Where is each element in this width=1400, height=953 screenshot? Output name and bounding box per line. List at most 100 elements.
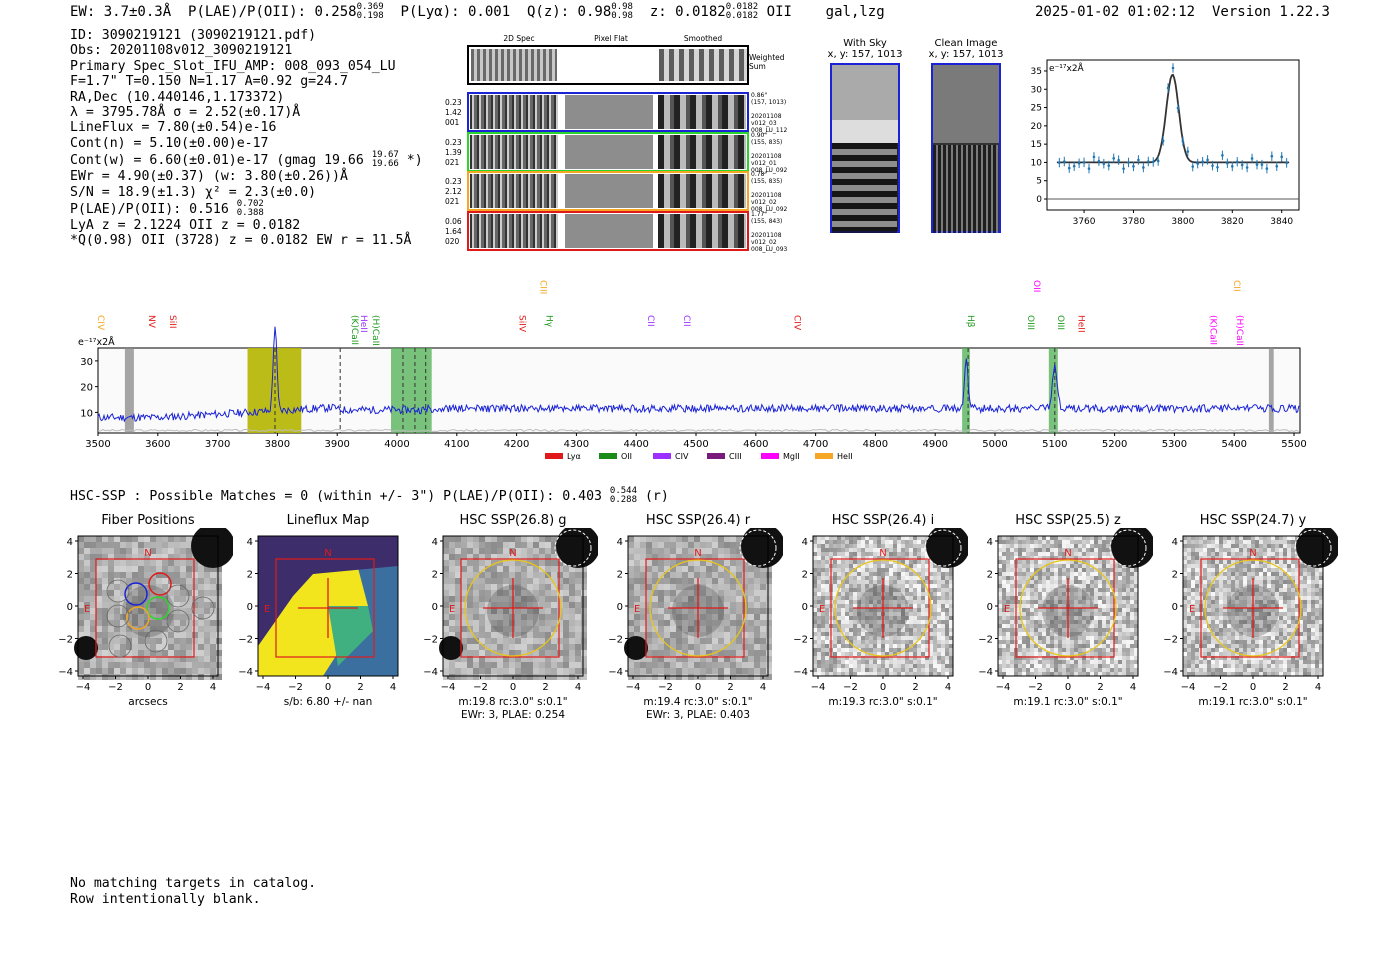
wavelength-band	[1048, 348, 1058, 433]
pixel	[1102, 668, 1106, 672]
pixel	[1086, 608, 1090, 612]
pixel	[1082, 588, 1086, 592]
pixel	[1259, 568, 1263, 572]
pixel	[1203, 564, 1207, 568]
pixel	[897, 580, 901, 584]
pixel	[1098, 564, 1102, 568]
pixel	[736, 662, 742, 668]
pixel	[527, 536, 533, 542]
pixel	[813, 600, 817, 604]
pixel	[78, 572, 84, 578]
pixel	[700, 620, 706, 626]
pixel	[921, 648, 925, 652]
pixel	[628, 614, 634, 620]
panel-caption: arcsecs	[128, 696, 168, 708]
pixel	[1034, 604, 1038, 608]
pixel	[837, 644, 841, 648]
pixel	[479, 566, 485, 572]
plya-value: P(Lyα): 0.001	[400, 4, 511, 20]
pixel	[937, 636, 941, 640]
pixel	[108, 626, 114, 632]
pixel	[1134, 672, 1138, 676]
pixel	[730, 662, 736, 668]
pixel	[857, 548, 861, 552]
pixel	[1038, 612, 1042, 616]
pixel	[1259, 552, 1263, 556]
pixel	[901, 568, 905, 572]
pixel	[473, 620, 479, 626]
pixel	[1038, 636, 1042, 640]
pixel	[766, 578, 772, 584]
pixel	[688, 584, 694, 590]
pixel	[1058, 632, 1062, 636]
pixel	[1050, 620, 1054, 624]
pixel	[515, 620, 521, 626]
pixel	[688, 560, 694, 566]
pixel	[479, 548, 485, 554]
pixel	[998, 644, 1002, 648]
pixel	[581, 644, 587, 650]
pixel	[706, 578, 712, 584]
pixel	[1287, 564, 1291, 568]
pixel	[628, 626, 634, 632]
data-point	[1058, 161, 1061, 164]
pixel	[937, 612, 941, 616]
pixel	[174, 590, 180, 596]
pixel	[1098, 600, 1102, 604]
pixel	[865, 548, 869, 552]
pixel	[533, 644, 539, 650]
pixel	[742, 560, 748, 566]
pixel	[817, 580, 821, 584]
pixel	[1263, 544, 1267, 548]
pixel	[467, 662, 473, 668]
pixel	[893, 596, 897, 600]
pixel	[837, 612, 841, 616]
pixel	[515, 602, 521, 608]
pixel	[1066, 564, 1070, 568]
pixel	[461, 548, 467, 554]
pixel	[897, 648, 901, 652]
pixel	[1110, 672, 1114, 676]
pixel	[186, 566, 192, 572]
pixel	[84, 596, 90, 602]
pixel	[841, 652, 845, 656]
pixel	[1090, 620, 1094, 624]
pixel	[909, 552, 913, 556]
pixel	[897, 604, 901, 608]
pixel	[921, 576, 925, 580]
pixel	[865, 564, 869, 568]
emission-line-label: NV	[146, 315, 156, 329]
pixel	[443, 668, 449, 674]
pixel	[706, 674, 712, 680]
pixel	[150, 578, 156, 584]
pixel	[998, 544, 1002, 548]
pixel	[1006, 648, 1010, 652]
pixel	[925, 616, 929, 620]
pixel	[694, 632, 700, 638]
pixel	[521, 644, 527, 650]
pixel	[724, 572, 730, 578]
pixel	[1211, 560, 1215, 564]
pixel	[821, 588, 825, 592]
pixel	[889, 568, 893, 572]
bright-source	[191, 528, 233, 568]
pixel	[1267, 560, 1271, 564]
pixel	[925, 552, 929, 556]
pixel	[1207, 536, 1211, 540]
pixel	[869, 552, 873, 556]
pixel	[114, 584, 120, 590]
pixel	[760, 662, 766, 668]
pixel	[1243, 548, 1247, 552]
pixel	[581, 662, 587, 668]
pixel	[485, 620, 491, 626]
pixel	[575, 590, 581, 596]
pixel	[1042, 628, 1046, 632]
pixel	[1098, 572, 1102, 576]
pixel	[1239, 568, 1243, 572]
pixel	[652, 668, 658, 674]
pixel	[1126, 596, 1130, 600]
pixel	[1098, 656, 1102, 660]
emission-line-label: HeII	[1076, 315, 1086, 333]
data-point	[1146, 160, 1150, 163]
